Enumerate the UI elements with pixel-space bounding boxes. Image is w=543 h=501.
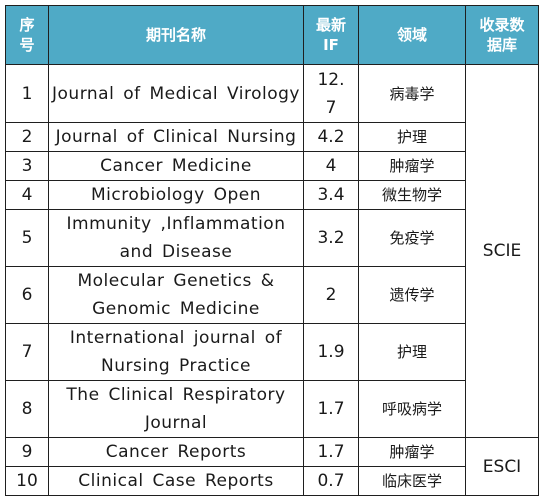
- header-journal: 期刊名称: [48, 5, 304, 65]
- field: 微生物学: [358, 180, 466, 210]
- journal-name: Molecular Genetics & Genomic Medicine: [48, 266, 304, 324]
- journal-table: 序 号 期刊名称 最新 IF 领域 收录数 据库 1 Journal of Me…: [5, 5, 539, 496]
- journal-name: Journal of Clinical Nursing: [48, 122, 304, 152]
- row-index: 10: [5, 466, 49, 496]
- field: 免疫学: [358, 209, 466, 267]
- field: 遗传学: [358, 266, 466, 324]
- field: 病毒学: [358, 64, 466, 123]
- field: 肿瘤学: [358, 151, 466, 181]
- journal-name: The Clinical Respiratory Journal: [48, 380, 304, 438]
- row-index: 3: [5, 151, 49, 181]
- row-index: 9: [5, 437, 49, 467]
- journal-name: Microbiology Open: [48, 180, 304, 210]
- table-row: 9 Cancer Reports 1.7 肿瘤学 ESCI: [5, 437, 539, 496]
- field: 护理: [358, 122, 466, 152]
- table-row: 4 Microbiology Open 3.4 微生物学: [5, 180, 539, 210]
- table-row: 7 International journal of Nursing Pract…: [5, 323, 539, 381]
- journal-name: Clinical Case Reports: [48, 466, 304, 496]
- impact-factor: 4.2: [303, 122, 359, 152]
- impact-factor: 3.4: [303, 180, 359, 210]
- impact-factor: 1.7: [303, 380, 359, 438]
- row-index: 6: [5, 266, 49, 324]
- table-row: 6 Molecular Genetics & Genomic Medicine …: [5, 266, 539, 324]
- database-esci: ESCI: [465, 437, 539, 496]
- header-index: 序 号: [5, 5, 49, 65]
- field: 临床医学: [358, 466, 466, 496]
- impact-factor: 3.2: [303, 209, 359, 267]
- row-index: 1: [5, 64, 49, 123]
- table-row: 5 Immunity ,Inflammation and Disease 3.2…: [5, 209, 539, 267]
- table-row: 2 Journal of Clinical Nursing 4.2 护理: [5, 122, 539, 152]
- journal-name: Cancer Medicine: [48, 151, 304, 181]
- impact-factor: 12. 7: [303, 64, 359, 123]
- journal-name: Cancer Reports: [48, 437, 304, 467]
- impact-factor: 4: [303, 151, 359, 181]
- row-index: 7: [5, 323, 49, 381]
- table-row: 1 Journal of Medical Virology 12. 7 病毒学 …: [5, 64, 539, 438]
- impact-factor: 1.7: [303, 437, 359, 467]
- journal-name: International journal of Nursing Practic…: [48, 323, 304, 381]
- field: 护理: [358, 323, 466, 381]
- row-index: 2: [5, 122, 49, 152]
- database-scie: SCIE: [465, 64, 539, 438]
- row-index: 5: [5, 209, 49, 267]
- table-row: 10 Clinical Case Reports 0.7 临床医学: [5, 466, 539, 496]
- journal-name: Journal of Medical Virology: [48, 64, 304, 123]
- row-index: 4: [5, 180, 49, 210]
- impact-factor: 2: [303, 266, 359, 324]
- field: 呼吸病学: [358, 380, 466, 438]
- impact-factor: 1.9: [303, 323, 359, 381]
- field: 肿瘤学: [358, 437, 466, 467]
- table-row: 3 Cancer Medicine 4 肿瘤学: [5, 151, 539, 181]
- header-row: 序 号 期刊名称 最新 IF 领域 收录数 据库: [5, 5, 539, 65]
- header-field: 领域: [358, 5, 466, 65]
- table-row: 8 The Clinical Respiratory Journal 1.7 呼…: [5, 380, 539, 438]
- row-index: 8: [5, 380, 49, 438]
- journal-name: Immunity ,Inflammation and Disease: [48, 209, 304, 267]
- impact-factor: 0.7: [303, 466, 359, 496]
- header-database: 收录数 据库: [465, 5, 539, 65]
- header-if: 最新 IF: [303, 5, 359, 65]
